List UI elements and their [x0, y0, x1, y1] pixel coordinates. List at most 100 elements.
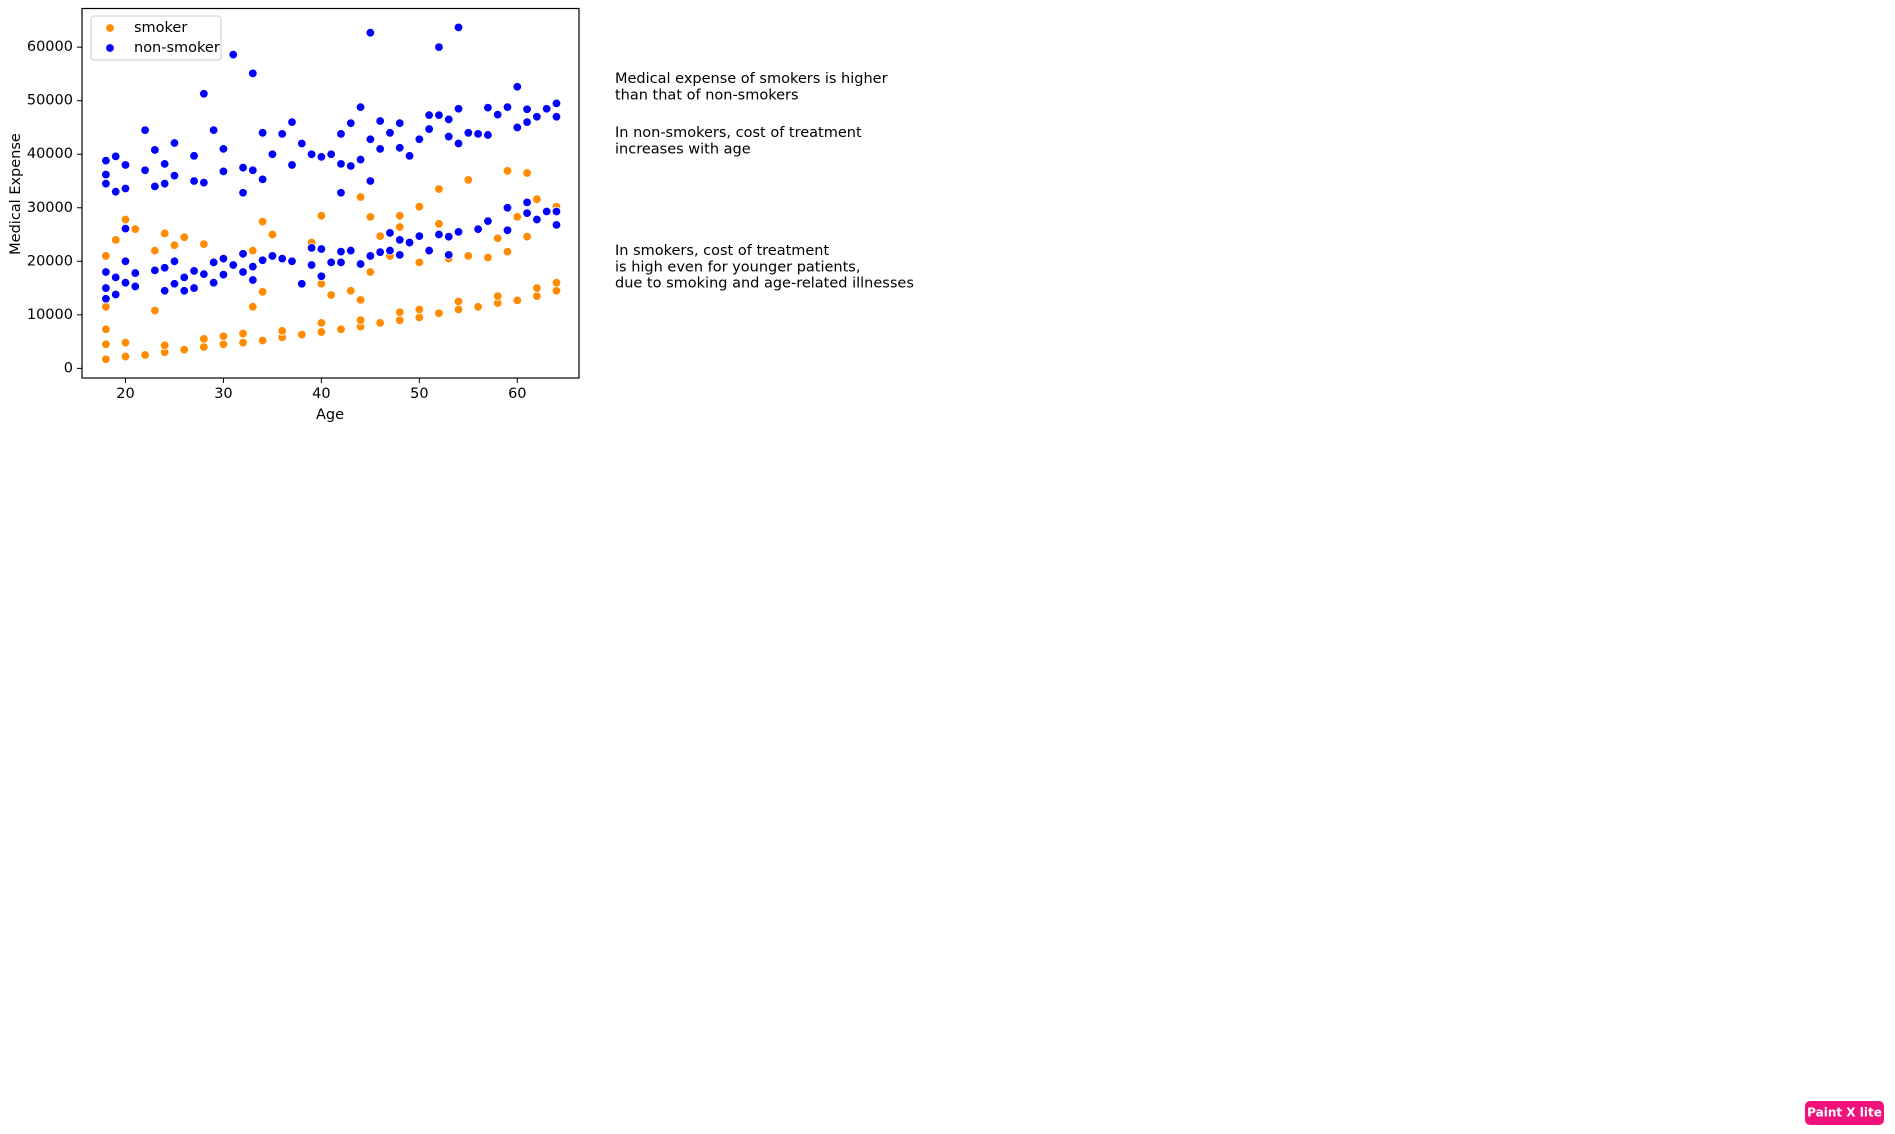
point	[277, 326, 287, 336]
point	[159, 228, 170, 239]
annotation: In smokers, cost of treatment	[615, 243, 829, 259]
point	[551, 112, 562, 122]
x-tick-label: 20	[116, 386, 134, 402]
point	[110, 289, 121, 300]
point	[365, 176, 376, 186]
point	[473, 224, 483, 234]
point	[287, 117, 297, 127]
point	[365, 134, 376, 144]
point	[130, 268, 140, 278]
annotation: due to smoking and age-related illnesses	[615, 276, 914, 292]
point	[453, 22, 464, 33]
point	[199, 239, 209, 249]
point	[101, 251, 111, 261]
point	[208, 125, 219, 135]
x-tick-label: 60	[508, 386, 526, 402]
point	[532, 112, 542, 122]
point	[248, 245, 258, 256]
point	[414, 201, 425, 212]
point	[316, 211, 327, 221]
point	[316, 271, 327, 281]
point	[463, 175, 474, 185]
point	[189, 283, 199, 293]
point	[463, 251, 474, 261]
point	[424, 110, 434, 120]
point	[101, 302, 111, 312]
point	[493, 291, 503, 301]
point	[551, 220, 562, 230]
point	[316, 152, 327, 162]
point	[395, 118, 405, 128]
point	[493, 109, 503, 120]
point	[336, 129, 346, 139]
point	[375, 247, 385, 257]
point	[238, 337, 248, 348]
point	[306, 243, 317, 253]
point	[336, 246, 346, 257]
y-tick-label: 30000	[27, 200, 73, 216]
point	[130, 224, 140, 234]
point	[493, 233, 503, 243]
point	[159, 340, 170, 351]
point	[346, 118, 356, 128]
point	[483, 216, 493, 226]
point	[316, 244, 327, 254]
point	[522, 104, 532, 114]
point	[385, 245, 395, 256]
point	[316, 327, 327, 337]
point	[336, 188, 346, 198]
point	[248, 165, 258, 175]
point	[483, 102, 493, 113]
point	[346, 286, 356, 296]
point	[248, 275, 258, 285]
point	[385, 228, 395, 238]
point	[512, 82, 522, 92]
annotation: In non-smokers, cost of treatment	[615, 125, 862, 141]
point	[110, 235, 121, 245]
point	[199, 334, 209, 344]
point	[257, 216, 268, 227]
y-tick-label: 0	[64, 360, 73, 376]
point	[551, 98, 562, 109]
point	[189, 176, 199, 186]
point	[336, 257, 346, 268]
point	[551, 278, 562, 288]
legend-marker	[105, 43, 115, 53]
watermark-badge	[1805, 1101, 1884, 1125]
point	[453, 304, 464, 315]
point	[365, 27, 376, 38]
point	[277, 129, 287, 139]
x-tick-label: 40	[312, 386, 330, 402]
y-tick-label: 10000	[27, 307, 73, 323]
point	[522, 117, 532, 127]
point	[159, 286, 170, 296]
point	[551, 286, 562, 296]
point	[512, 212, 522, 222]
point	[453, 296, 464, 307]
point	[512, 295, 522, 306]
point	[355, 259, 366, 269]
point	[414, 231, 425, 241]
point	[101, 178, 111, 189]
point	[228, 260, 238, 270]
point	[414, 134, 425, 144]
point	[326, 290, 336, 300]
point	[424, 245, 434, 256]
point	[541, 206, 552, 217]
point	[238, 328, 248, 339]
point	[238, 267, 248, 277]
point	[541, 104, 552, 114]
plot-frame	[81, 7, 580, 379]
point	[179, 286, 189, 296]
point	[101, 169, 111, 180]
point	[287, 256, 297, 266]
point	[101, 283, 111, 293]
point	[110, 186, 121, 197]
point	[120, 214, 131, 225]
point	[179, 232, 189, 242]
point	[532, 291, 542, 301]
point	[218, 339, 229, 349]
point	[267, 149, 278, 159]
point	[208, 278, 219, 288]
point	[453, 104, 464, 114]
